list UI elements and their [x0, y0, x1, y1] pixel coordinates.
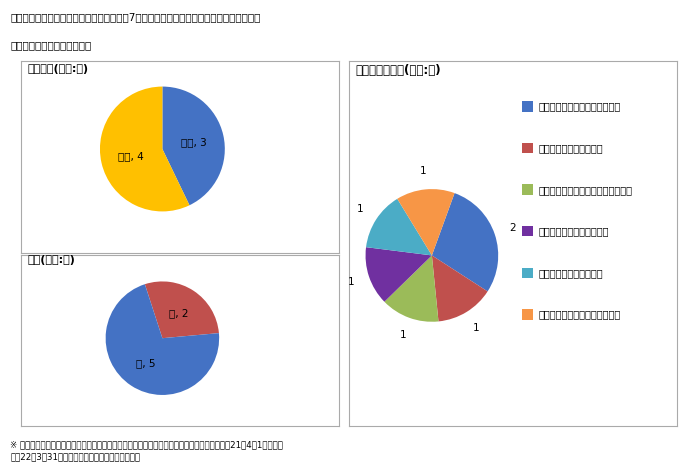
Text: 専門区分(単位:人): 専門区分(単位:人) [28, 64, 88, 74]
Wedge shape [366, 199, 432, 255]
Wedge shape [432, 255, 488, 322]
Wedge shape [100, 87, 189, 211]
Text: 1: 1 [357, 204, 364, 214]
Text: イ　国家公務員採用Ｉ種試験による採用者7人の専門区分、出身大学・学部、性別の内訳: イ 国家公務員採用Ｉ種試験による採用者7人の専門区分、出身大学・学部、性別の内訳 [10, 12, 261, 22]
Text: 女, 2: 女, 2 [169, 308, 189, 318]
Text: 1: 1 [348, 278, 354, 288]
Text: 東京大学経済学部（１）: 東京大学経済学部（１） [538, 143, 603, 153]
Text: 東京大学法科大学院（１）: 東京大学法科大学院（１） [538, 226, 609, 236]
Text: 東京大学大学院経済学研究科（１）: 東京大学大学院経済学研究科（１） [538, 184, 632, 195]
Text: 経済, 4: 経済, 4 [118, 151, 144, 161]
Text: 1: 1 [473, 323, 480, 333]
Text: 1: 1 [399, 330, 406, 340]
Text: （ｉ）事務系区分（計７人）: （ｉ）事務系区分（計７人） [10, 40, 92, 50]
Wedge shape [145, 281, 219, 338]
Wedge shape [106, 284, 219, 395]
Text: 一橋大学経済学部（１）: 一橋大学経済学部（１） [538, 268, 603, 278]
Text: 早稲田大学政治経済学部（１）: 早稲田大学政治経済学部（１） [538, 309, 621, 320]
Text: 2: 2 [509, 223, 515, 233]
Text: 出身大学・学部(単位:人): 出身大学・学部(単位:人) [356, 64, 442, 77]
Wedge shape [432, 193, 498, 291]
Text: 東京大学公共政策大学院（２）: 東京大学公共政策大学院（２） [538, 101, 621, 112]
Text: 男, 5: 男, 5 [136, 358, 156, 368]
Text: 性別(単位:人): 性別(単位:人) [28, 255, 75, 265]
Text: ※ 国家公務員採用Ｉ種試験（行政、法律又は経済に限る。）の採用候補者名簿の中から、平成21年4月1日から平
　成22年3月31日までの間に採用した一般職の職員: ※ 国家公務員採用Ｉ種試験（行政、法律又は経済に限る。）の採用候補者名簿の中から… [10, 440, 283, 461]
Wedge shape [397, 189, 455, 255]
Text: 1: 1 [420, 166, 427, 176]
Wedge shape [366, 247, 432, 302]
Wedge shape [384, 255, 439, 322]
Wedge shape [162, 87, 225, 205]
Text: 法律, 3: 法律, 3 [181, 137, 207, 147]
